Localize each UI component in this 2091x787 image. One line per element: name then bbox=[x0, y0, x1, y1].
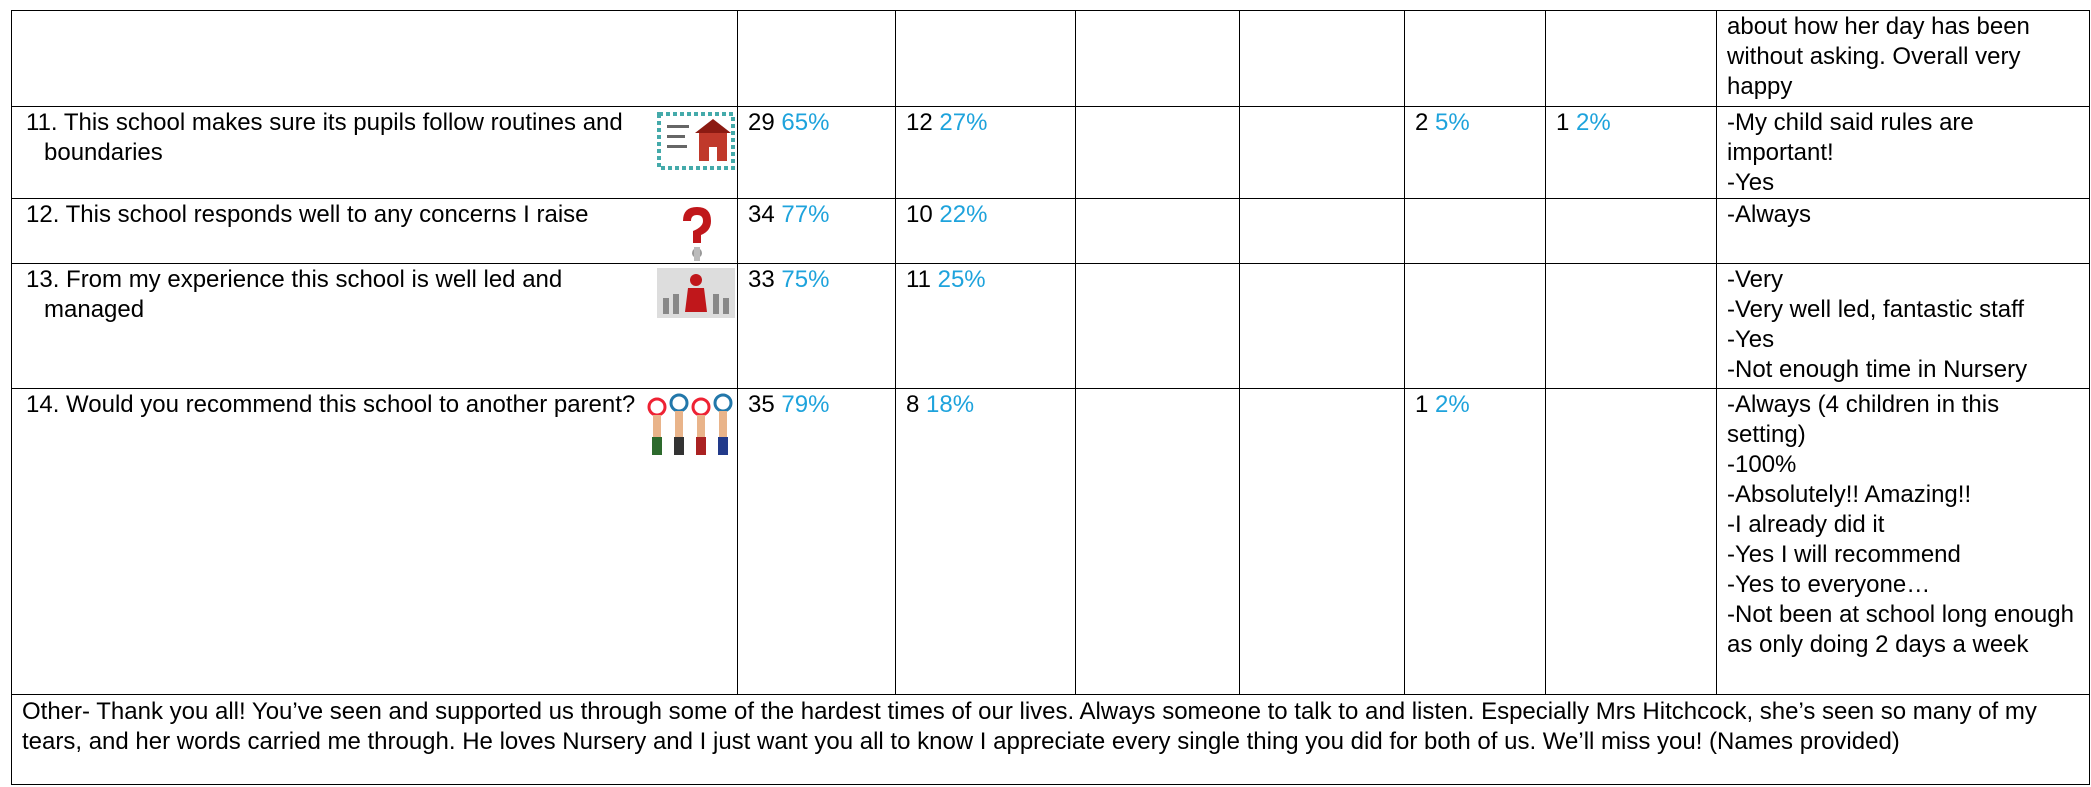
comments-cell: -Always (4 children in this setting)-100… bbox=[1717, 389, 2090, 695]
response-cell bbox=[1240, 107, 1405, 199]
response-cell: 8 18% bbox=[896, 389, 1076, 695]
comments-cell: -Always bbox=[1717, 199, 2090, 264]
response-count: 11 bbox=[906, 266, 931, 293]
response-cell: 12 27% bbox=[896, 107, 1076, 199]
table-row: 14. Would you recommend this school to a… bbox=[12, 389, 2090, 695]
response-cell bbox=[1240, 199, 1405, 264]
response-percent: 18% bbox=[926, 391, 974, 418]
response-count: 2 bbox=[1415, 109, 1428, 136]
comment: -Yes I will recommend bbox=[1727, 540, 2081, 570]
response-percent: 65% bbox=[781, 109, 829, 136]
response-cell: 1 2% bbox=[1405, 389, 1546, 695]
response-cell bbox=[1546, 199, 1717, 264]
question-text: 13. From my experience this school is we… bbox=[22, 265, 729, 325]
table-row: 13. From my experience this school is we… bbox=[12, 264, 2090, 389]
response-cell bbox=[1240, 264, 1405, 389]
response-percent: 2% bbox=[1435, 391, 1470, 418]
response-cell: 34 77% bbox=[738, 199, 896, 264]
comments-cell: -Very-Very well led, fantastic staff-Yes… bbox=[1717, 264, 2090, 389]
response-count: 34 bbox=[748, 201, 775, 228]
table-body: about how her day has been without askin… bbox=[12, 11, 2090, 785]
response-cell bbox=[1076, 389, 1240, 695]
response-cell bbox=[1240, 389, 1405, 695]
response-cell: 11 25% bbox=[896, 264, 1076, 389]
response-percent: 75% bbox=[781, 266, 829, 293]
response-cell: 10 22% bbox=[896, 199, 1076, 264]
comment: -I already did it bbox=[1727, 510, 2081, 540]
response-cell bbox=[1240, 11, 1405, 107]
response-percent: 79% bbox=[781, 391, 829, 418]
question-text: 14. Would you recommend this school to a… bbox=[22, 390, 729, 420]
response-percent: 77% bbox=[781, 201, 829, 228]
response-count: 10 bbox=[906, 201, 933, 228]
question-cell: 11. This school makes sure its pupils fo… bbox=[12, 107, 738, 199]
survey-table: about how her day has been without askin… bbox=[11, 10, 2090, 785]
comment: -Very bbox=[1727, 265, 2081, 295]
response-cell bbox=[1405, 264, 1546, 389]
question-icon bbox=[671, 203, 721, 263]
comments-cell: about how her day has been without askin… bbox=[1717, 11, 2090, 107]
hands-icon bbox=[645, 393, 735, 457]
question-cell bbox=[12, 11, 738, 107]
response-cell bbox=[1076, 199, 1240, 264]
response-count: 8 bbox=[906, 391, 919, 418]
table-row: about how her day has been without askin… bbox=[12, 11, 2090, 107]
table-row: 12. This school responds well to any con… bbox=[12, 199, 2090, 264]
response-count: 35 bbox=[748, 391, 775, 418]
response-cell bbox=[1076, 264, 1240, 389]
response-count: 1 bbox=[1556, 109, 1569, 136]
comment: -Yes bbox=[1727, 325, 2081, 355]
comment: about how her day has been without askin… bbox=[1727, 12, 2081, 102]
comment: -Always bbox=[1727, 200, 2081, 230]
response-count: 12 bbox=[906, 109, 933, 136]
comments-cell: -My child said rules are important!-Yes bbox=[1717, 107, 2090, 199]
comment: -Very well led, fantastic staff bbox=[1727, 295, 2081, 325]
footer-cell: Other- Thank you all! You’ve seen and su… bbox=[12, 695, 2090, 785]
comment: -Not enough time in Nursery bbox=[1727, 355, 2081, 385]
response-count: 29 bbox=[748, 109, 775, 136]
response-cell bbox=[1546, 11, 1717, 107]
response-count: 1 bbox=[1415, 391, 1428, 418]
response-cell bbox=[1076, 107, 1240, 199]
response-cell bbox=[1546, 389, 1717, 695]
response-cell bbox=[896, 11, 1076, 107]
response-percent: 25% bbox=[938, 266, 986, 293]
response-cell: 1 2% bbox=[1546, 107, 1717, 199]
comment: -Absolutely!! Amazing!! bbox=[1727, 480, 2081, 510]
response-cell bbox=[1076, 11, 1240, 107]
response-cell: 35 79% bbox=[738, 389, 896, 695]
question-cell: 14. Would you recommend this school to a… bbox=[12, 389, 738, 695]
response-cell: 2 5% bbox=[1405, 107, 1546, 199]
page: about how her day has been without askin… bbox=[0, 0, 2091, 787]
response-cell bbox=[1405, 199, 1546, 264]
comment: -Not been at school long enough as only … bbox=[1727, 600, 2081, 660]
comment: -Yes to everyone… bbox=[1727, 570, 2081, 600]
question-text: 12. This school responds well to any con… bbox=[22, 200, 729, 230]
rules-icon bbox=[655, 111, 735, 171]
response-count: 33 bbox=[748, 266, 775, 293]
response-percent: 2% bbox=[1576, 109, 1611, 136]
footer-row: Other- Thank you all! You’ve seen and su… bbox=[12, 695, 2090, 785]
response-cell: 33 75% bbox=[738, 264, 896, 389]
question-text: 11. This school makes sure its pupils fo… bbox=[22, 108, 729, 168]
table-row: 11. This school makes sure its pupils fo… bbox=[12, 107, 2090, 199]
question-cell: 13. From my experience this school is we… bbox=[12, 264, 738, 389]
leader-icon bbox=[657, 268, 735, 318]
response-percent: 22% bbox=[939, 201, 987, 228]
response-cell bbox=[1405, 11, 1546, 107]
response-cell: 29 65% bbox=[738, 107, 896, 199]
comment: -Yes bbox=[1727, 168, 2081, 198]
response-cell bbox=[738, 11, 896, 107]
response-percent: 27% bbox=[939, 109, 987, 136]
response-percent: 5% bbox=[1435, 109, 1470, 136]
comment: -My child said rules are important! bbox=[1727, 108, 2081, 168]
question-cell: 12. This school responds well to any con… bbox=[12, 199, 738, 264]
comment: -Always (4 children in this setting) bbox=[1727, 390, 2081, 450]
response-cell bbox=[1546, 264, 1717, 389]
document: about how her day has been without askin… bbox=[11, 10, 2090, 785]
comment: -100% bbox=[1727, 450, 2081, 480]
